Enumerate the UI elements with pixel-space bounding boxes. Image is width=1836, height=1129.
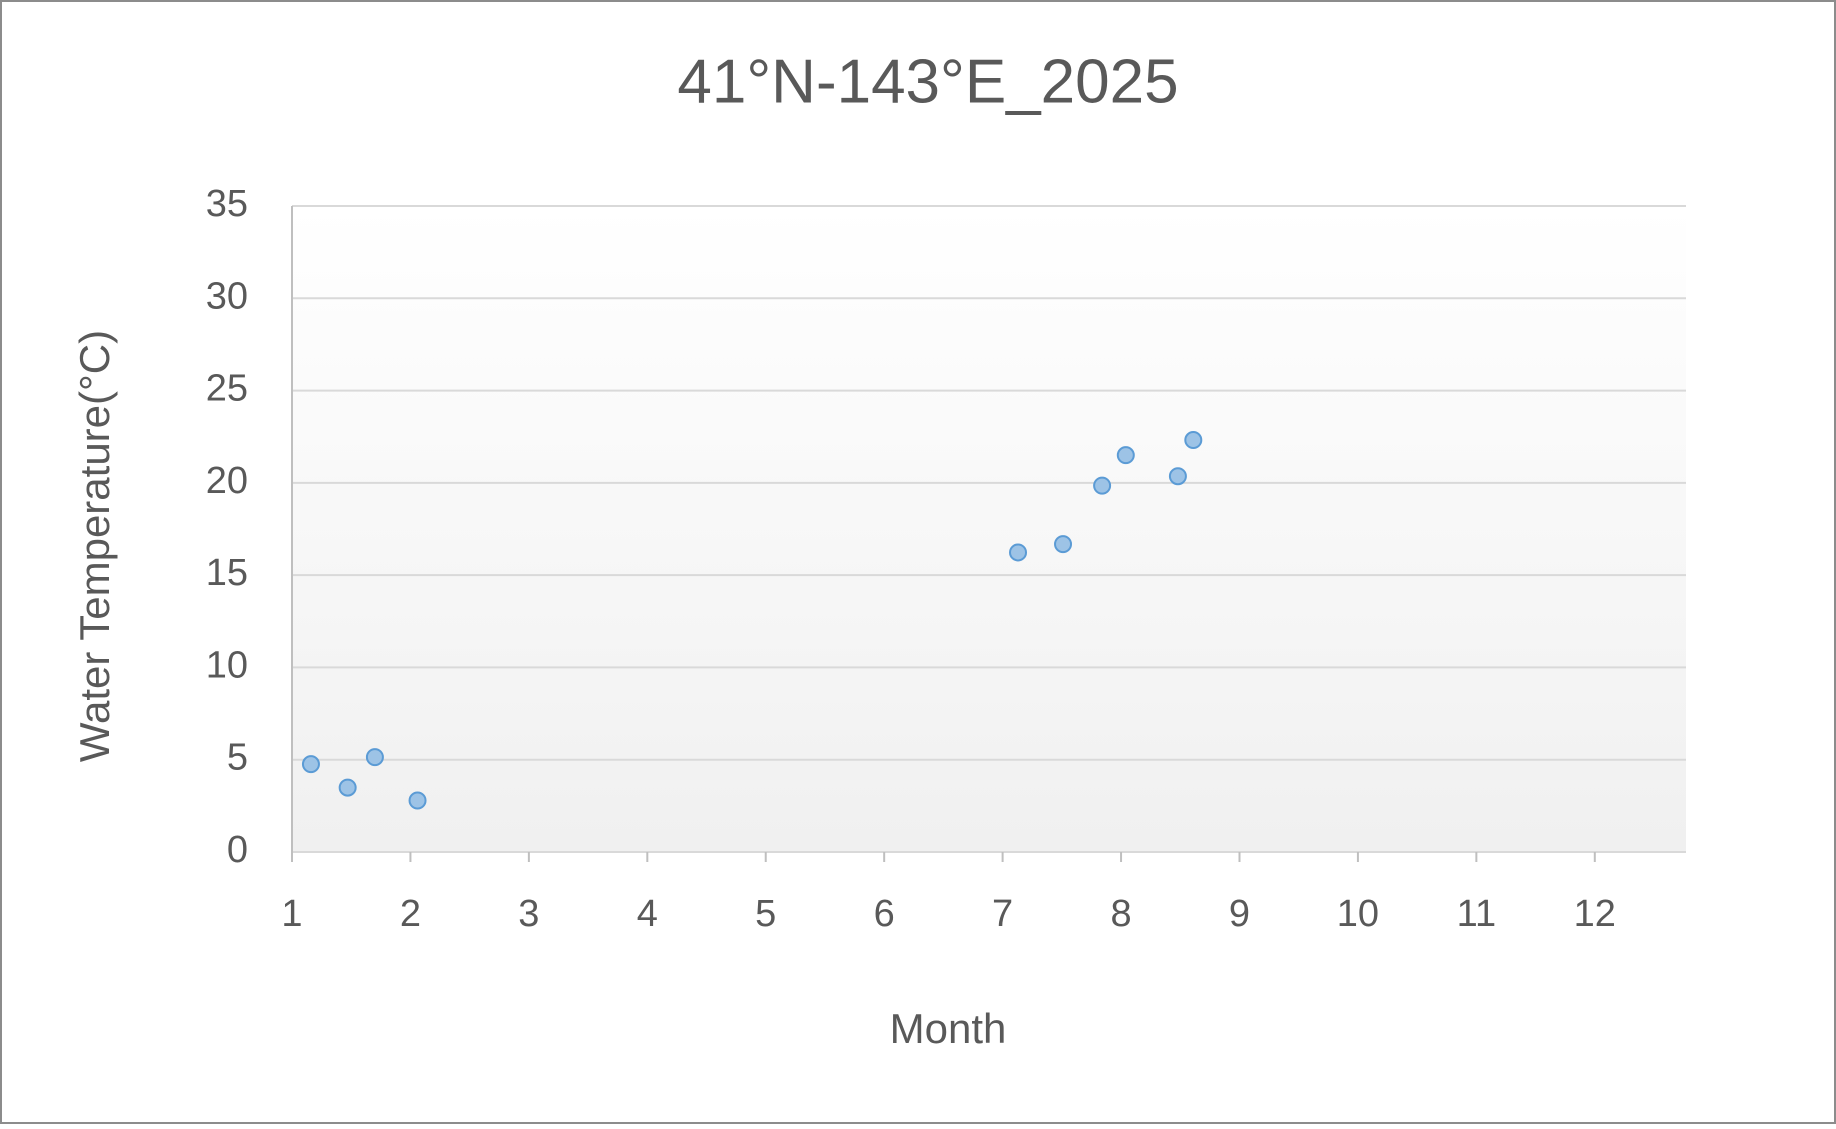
point [1116, 446, 1135, 465]
point [301, 755, 320, 774]
chart-title: 41°N-143°E_2025 [677, 47, 1178, 116]
y-tick-label: 25 [206, 368, 248, 410]
point [1184, 431, 1203, 450]
y-tick-label: 35 [206, 183, 248, 225]
x-tick-label: 8 [1110, 893, 1131, 935]
x-tick-label: 12 [1574, 893, 1616, 935]
point [1009, 543, 1028, 562]
x-tick-label: 10 [1337, 893, 1379, 935]
y-tick-label: 30 [206, 275, 248, 317]
plot-area [292, 206, 1686, 852]
x-tick-label: 11 [1457, 893, 1496, 935]
y-tick-label: 20 [206, 460, 248, 502]
point [1168, 467, 1187, 486]
y-tick-label: 10 [206, 644, 248, 686]
x-tick-label: 3 [518, 893, 539, 935]
y-tick-label: 15 [206, 552, 248, 594]
y-tick-label: 0 [227, 829, 248, 871]
point [408, 791, 427, 810]
point [365, 748, 384, 767]
y-axis-title: Water Temperature(°C) [71, 330, 118, 762]
x-axis-title: Month [890, 1005, 1007, 1052]
x-tick-label: 1 [281, 893, 302, 935]
y-tick-label: 5 [227, 737, 248, 779]
x-tick-label: 7 [992, 893, 1013, 935]
x-tick-label: 9 [1229, 893, 1250, 935]
point [1093, 476, 1112, 495]
x-tick-label: 5 [755, 893, 776, 935]
x-tick-label: 6 [874, 893, 895, 935]
point [338, 778, 357, 797]
x-tick-label: 2 [400, 893, 421, 935]
point [1054, 535, 1073, 554]
x-tick-label: 4 [637, 893, 658, 935]
